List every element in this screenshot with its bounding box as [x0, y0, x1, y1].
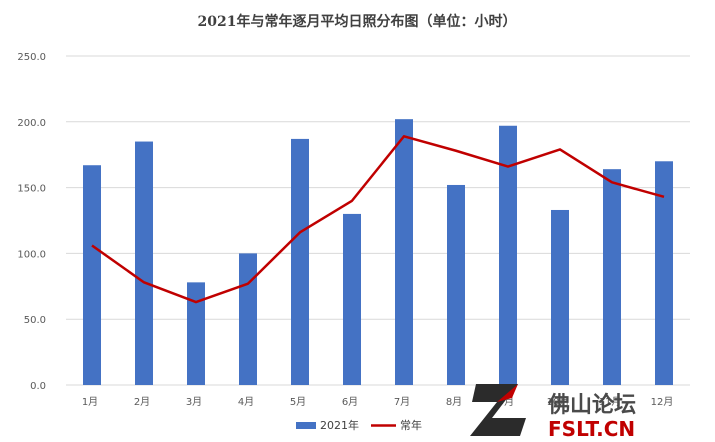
x-tick-label: 6月 — [342, 396, 358, 408]
bar — [187, 282, 205, 385]
bar — [343, 213, 361, 385]
bar — [447, 184, 465, 385]
bar — [291, 138, 309, 385]
bar — [499, 125, 517, 386]
chart-title: 2021年与常年逐月平均日照分布图（单位：小时） — [198, 13, 517, 30]
x-tick-label: 3月 — [186, 396, 202, 408]
x-tick-label: 1月 — [82, 396, 98, 408]
x-tick-label: 2月 — [134, 396, 150, 408]
y-tick-label: 0.0 — [30, 381, 46, 392]
bar — [135, 141, 153, 385]
x-tick-label: 8月 — [446, 396, 462, 408]
x-axis-ticks: 1月 2月 3月 4月 5月 6月 7月 8月 9月 10月 11月 12月 — [82, 396, 674, 408]
watermark-mark-accent-icon — [497, 384, 518, 402]
bar — [603, 169, 621, 385]
x-tick-label: 11月 — [599, 396, 622, 408]
gridlines — [66, 55, 690, 386]
legend-label: 2021年 — [320, 418, 359, 432]
watermark-mark-icon — [470, 384, 526, 436]
bar-series — [83, 119, 673, 386]
legend: 2021年 常年 — [296, 418, 422, 432]
x-tick-label: 12月 — [651, 396, 674, 408]
legend-swatch-bar — [296, 422, 316, 429]
bar — [551, 209, 569, 385]
y-tick-label: 250.0 — [17, 52, 46, 63]
x-tick-label: 5月 — [290, 396, 306, 408]
x-tick-label: 7月 — [394, 396, 410, 408]
watermark-url: FSLT.CN — [548, 417, 635, 441]
y-tick-label: 150.0 — [17, 184, 46, 195]
series-line — [91, 135, 665, 304]
x-tick-label: 10月 — [547, 396, 570, 408]
y-tick-label: 200.0 — [17, 118, 46, 129]
bar — [655, 161, 673, 385]
y-tick-label: 100.0 — [17, 249, 46, 260]
y-tick-label: 50.0 — [24, 315, 46, 326]
bar — [395, 119, 413, 385]
x-tick-label: 4月 — [238, 396, 254, 408]
bar — [83, 165, 101, 385]
legend-label: 常年 — [400, 418, 422, 432]
watermark-logo: 佛山论坛 FSLT.CN — [470, 384, 636, 441]
watermark-logo-text: 佛山论坛 — [547, 392, 636, 418]
line-series — [91, 135, 665, 304]
y-axis-ticks: 0.0 50.0 100.0 150.0 200.0 250.0 — [17, 52, 46, 392]
bar — [239, 253, 257, 385]
